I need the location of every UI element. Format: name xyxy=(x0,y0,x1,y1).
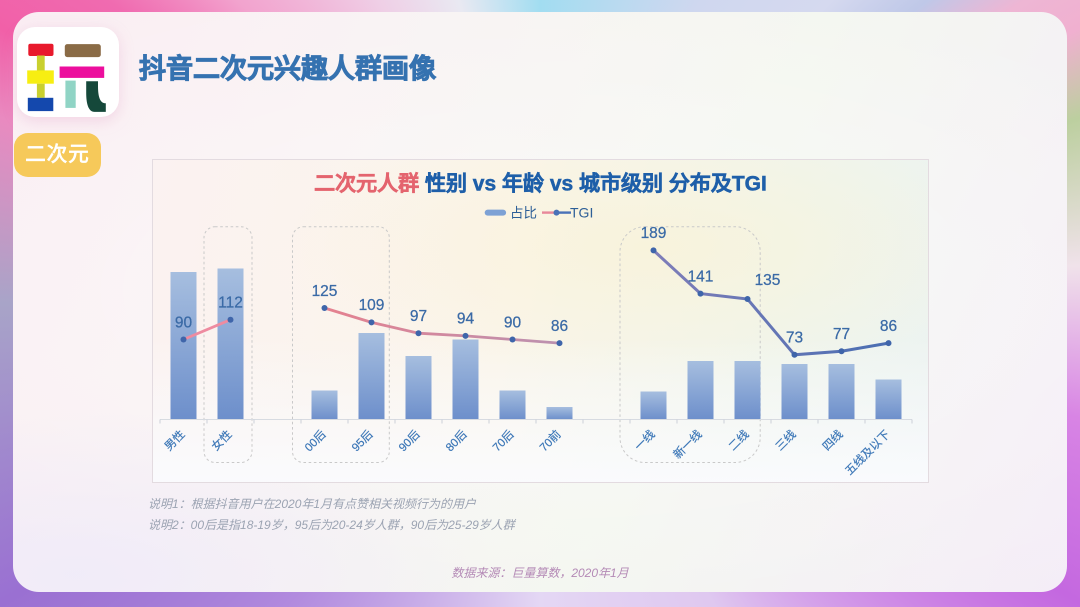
svg-text:112: 112 xyxy=(218,295,243,312)
svg-text:141: 141 xyxy=(688,268,714,285)
svg-text:80后: 80后 xyxy=(443,428,469,454)
svg-text:三线: 三线 xyxy=(772,427,799,454)
svg-text:TGI: TGI xyxy=(570,205,593,221)
svg-text:97: 97 xyxy=(410,308,427,325)
svg-text:90后: 90后 xyxy=(396,428,422,454)
svg-text:86: 86 xyxy=(551,318,568,335)
svg-text:女性: 女性 xyxy=(208,427,234,453)
svg-text:五线及以下: 五线及以下 xyxy=(842,427,893,478)
svg-text:70后: 70后 xyxy=(490,428,516,454)
svg-text:70前: 70前 xyxy=(537,427,564,454)
svg-text:二次元人群 性别 vs 年龄 vs 城市级别 分布及TGI: 二次元人群 性别 vs 年龄 vs 城市级别 分布及TGI xyxy=(314,172,767,196)
svg-text:189: 189 xyxy=(641,225,667,242)
svg-text:男性: 男性 xyxy=(161,427,187,453)
svg-text:73: 73 xyxy=(786,330,803,347)
svg-text:95后: 95后 xyxy=(349,428,375,454)
svg-text:90: 90 xyxy=(504,314,522,331)
svg-text:90: 90 xyxy=(175,314,193,331)
svg-text:占比: 占比 xyxy=(510,206,537,221)
svg-text:四线: 四线 xyxy=(819,427,846,454)
svg-text:94: 94 xyxy=(457,311,475,328)
svg-text:二线: 二线 xyxy=(725,427,752,454)
svg-text:86: 86 xyxy=(880,318,897,335)
svg-text:00后: 00后 xyxy=(302,428,328,454)
svg-text:135: 135 xyxy=(755,272,781,289)
svg-text:新一线: 新一线 xyxy=(670,427,705,462)
svg-text:109: 109 xyxy=(359,297,385,314)
svg-text:一线: 一线 xyxy=(631,427,658,454)
svg-text:77: 77 xyxy=(833,326,850,343)
svg-text:125: 125 xyxy=(312,283,338,300)
